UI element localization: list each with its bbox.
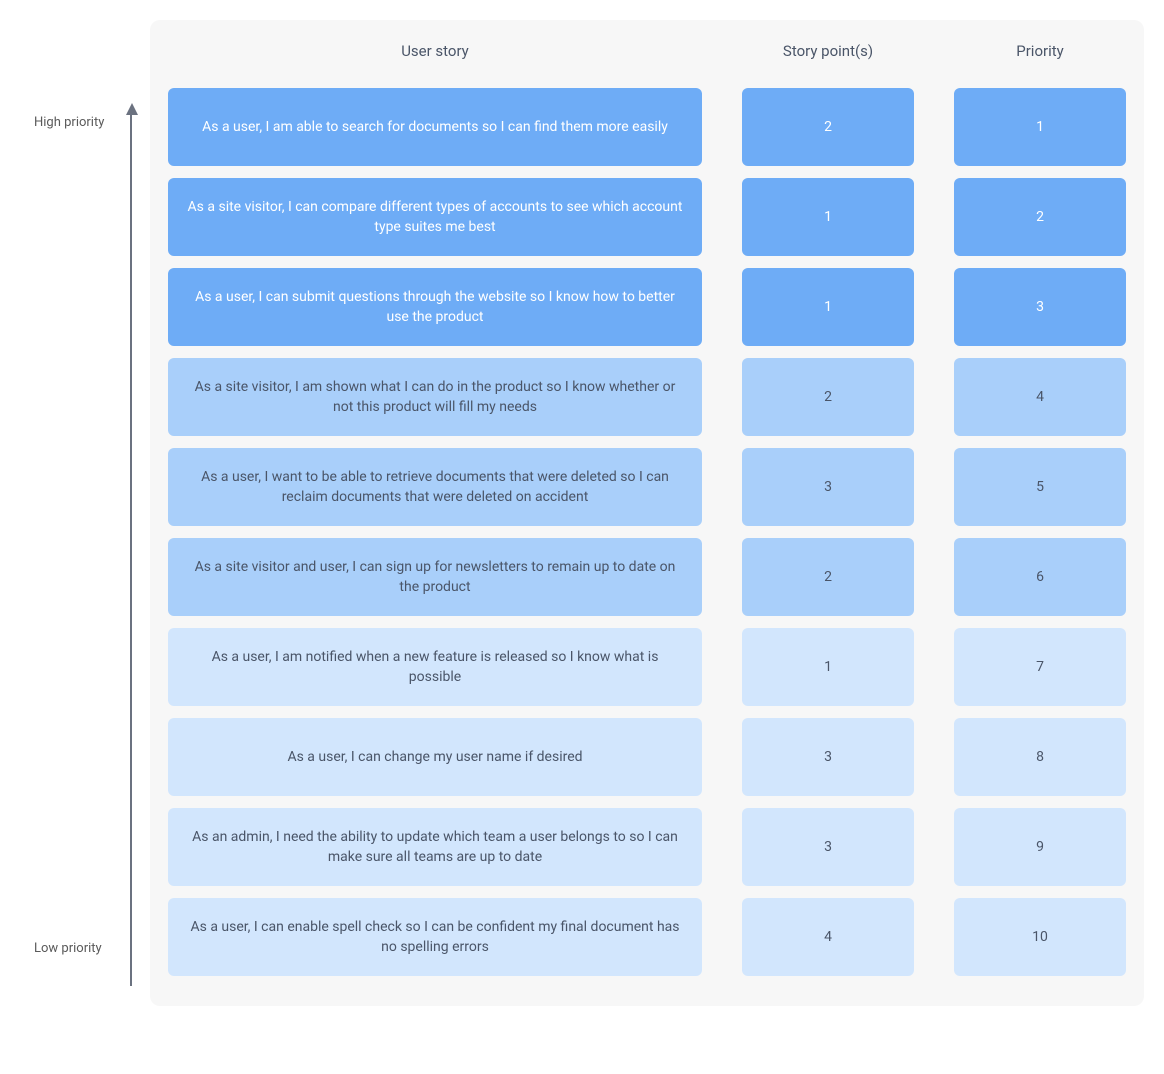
backlog-panel: User story Story point(s) Priority As a … (150, 20, 1144, 1006)
table-body: As a user, I am able to search for docum… (168, 88, 1126, 976)
points-cell: 2 (742, 538, 914, 616)
points-cell: 1 (742, 628, 914, 706)
table-row: As a user, I can enable spell check so I… (168, 898, 1126, 976)
backlog-container: High priority Low priority User story St… (20, 20, 1144, 1006)
points-cell: 2 (742, 88, 914, 166)
table-row: As a user, I can change my user name if … (168, 718, 1126, 796)
story-cell: As a user, I can change my user name if … (168, 718, 702, 796)
table-row: As a user, I want to be able to retrieve… (168, 448, 1126, 526)
points-cell: 3 (742, 718, 914, 796)
priority-cell: 3 (954, 268, 1126, 346)
story-cell: As a user, I am notified when a new feat… (168, 628, 702, 706)
priority-cell: 5 (954, 448, 1126, 526)
axis-arrow-head-icon (126, 103, 138, 115)
points-cell: 3 (742, 448, 914, 526)
priority-cell: 1 (954, 88, 1126, 166)
story-cell: As a site visitor, I can compare differe… (168, 178, 702, 256)
table-header-row: User story Story point(s) Priority (168, 42, 1126, 60)
story-cell: As a user, I can submit questions throug… (168, 268, 702, 346)
table-row: As an admin, I need the ability to updat… (168, 808, 1126, 886)
table-row: As a user, I am able to search for docum… (168, 88, 1126, 166)
points-cell: 4 (742, 898, 914, 976)
column-header-points: Story point(s) (742, 42, 914, 60)
priority-axis: High priority Low priority (20, 20, 150, 1006)
story-cell: As a user, I am able to search for docum… (168, 88, 702, 166)
priority-cell: 6 (954, 538, 1126, 616)
story-cell: As a user, I want to be able to retrieve… (168, 448, 702, 526)
table-row: As a site visitor, I can compare differe… (168, 178, 1126, 256)
column-header-priority: Priority (954, 42, 1126, 60)
table-row: As a user, I can submit questions throug… (168, 268, 1126, 346)
table-row: As a site visitor, I am shown what I can… (168, 358, 1126, 436)
table-row: As a user, I am notified when a new feat… (168, 628, 1126, 706)
story-cell: As a site visitor and user, I can sign u… (168, 538, 702, 616)
priority-cell: 8 (954, 718, 1126, 796)
story-cell: As a site visitor, I am shown what I can… (168, 358, 702, 436)
priority-cell: 9 (954, 808, 1126, 886)
points-cell: 3 (742, 808, 914, 886)
priority-cell: 10 (954, 898, 1126, 976)
table-row: As a site visitor and user, I can sign u… (168, 538, 1126, 616)
points-cell: 1 (742, 268, 914, 346)
priority-cell: 2 (954, 178, 1126, 256)
story-cell: As an admin, I need the ability to updat… (168, 808, 702, 886)
points-cell: 2 (742, 358, 914, 436)
priority-cell: 7 (954, 628, 1126, 706)
story-cell: As a user, I can enable spell check so I… (168, 898, 702, 976)
priority-cell: 4 (954, 358, 1126, 436)
axis-arrow-line (130, 110, 132, 986)
points-cell: 1 (742, 178, 914, 256)
column-header-story: User story (168, 42, 702, 60)
